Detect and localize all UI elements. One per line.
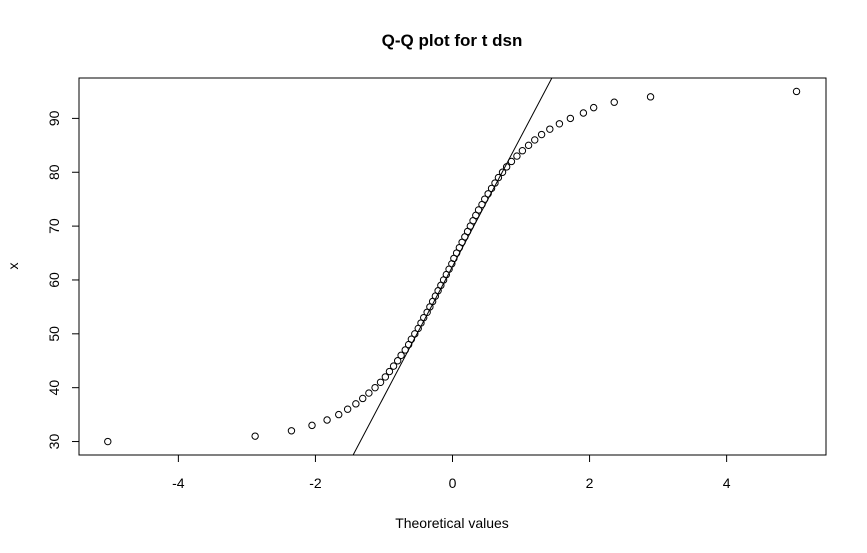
data-point-49 <box>494 173 503 182</box>
x-axis-label: Theoretical values <box>395 515 509 531</box>
x-tick-label: -2 <box>309 475 322 491</box>
y-tick-label: 60 <box>46 272 62 288</box>
data-point-3 <box>308 421 316 430</box>
y-tick-label: 40 <box>46 380 62 396</box>
data-point-17 <box>401 346 409 354</box>
x-tick-label: 4 <box>723 475 731 491</box>
data-point-5 <box>335 410 343 419</box>
data-point-50 <box>498 168 507 176</box>
y-tick-label: 70 <box>46 218 62 234</box>
data-point-12 <box>381 373 390 381</box>
x-axis: -4 -2 0 2 4 <box>172 454 731 491</box>
data-point-13 <box>385 367 394 376</box>
data-point-8 <box>359 394 367 403</box>
data-point-2 <box>287 427 296 435</box>
data-point-57 <box>537 130 546 139</box>
data-point-15 <box>393 357 402 365</box>
data-point-46 <box>484 190 492 198</box>
y-tick-label: 50 <box>46 326 62 342</box>
data-point-0 <box>104 437 112 446</box>
data-point-10 <box>371 383 379 392</box>
y-axis-label: x <box>5 263 21 270</box>
data-point-64 <box>646 93 655 101</box>
data-point-7 <box>352 400 360 408</box>
data-point-60 <box>566 114 575 123</box>
y-tick-label: 80 <box>46 164 62 180</box>
data-point-20 <box>411 330 419 338</box>
data-point-4 <box>323 416 331 424</box>
data-point-62 <box>589 103 598 112</box>
y-axis: 30 40 50 60 70 80 90 <box>46 110 80 450</box>
data-point-55 <box>524 141 533 150</box>
x-tick-label: 0 <box>449 475 457 491</box>
data-point-59 <box>555 120 564 128</box>
x-tick-label: 2 <box>586 475 594 491</box>
data-point-53 <box>513 152 521 160</box>
data-point-48 <box>491 179 499 187</box>
data-point-65 <box>792 87 801 96</box>
chart-title: Q-Q plot for t dsn <box>382 31 523 50</box>
data-point-16 <box>397 351 405 360</box>
data-point-9 <box>365 389 373 397</box>
y-tick-label: 30 <box>46 434 62 450</box>
data-point-56 <box>531 136 539 144</box>
data-point-63 <box>610 98 618 106</box>
y-tick-label: 90 <box>46 110 62 126</box>
data-point-19 <box>407 335 416 343</box>
data-point-23 <box>420 313 428 322</box>
data-point-43 <box>474 206 483 214</box>
data-point-14 <box>389 362 398 370</box>
data-point-54 <box>518 147 527 155</box>
data-points-group <box>104 87 801 446</box>
data-point-45 <box>481 195 489 203</box>
data-point-6 <box>343 405 352 413</box>
data-point-11 <box>376 378 385 386</box>
data-point-61 <box>579 109 588 117</box>
data-point-1 <box>251 432 259 440</box>
data-point-58 <box>546 125 554 133</box>
x-tick-label: -4 <box>172 475 185 491</box>
data-point-52 <box>507 157 516 166</box>
data-point-51 <box>502 163 511 171</box>
data-point-47 <box>487 184 496 193</box>
